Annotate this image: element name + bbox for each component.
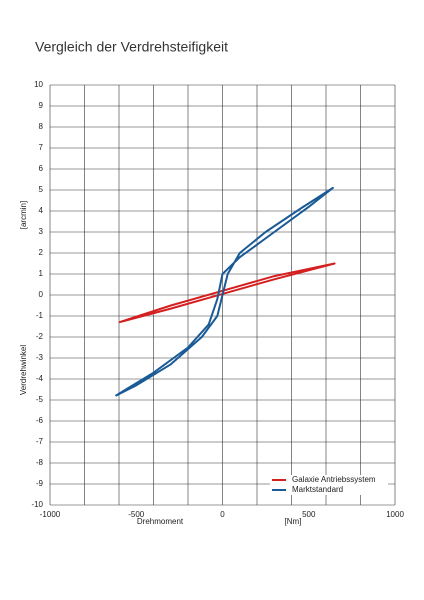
y-tick-label: 6 <box>39 164 44 173</box>
y-axis-unit: [arcmin] <box>19 201 28 229</box>
y-tick-label: -3 <box>36 353 44 362</box>
y-tick-label: 4 <box>39 206 44 215</box>
y-tick-label: 7 <box>39 143 44 152</box>
x-tick-label: 1000 <box>386 510 404 519</box>
y-tick-label: -5 <box>36 395 44 404</box>
legend-label: Marktstandard <box>292 485 343 494</box>
y-tick-label: 5 <box>39 185 44 194</box>
y-tick-label: -2 <box>36 332 44 341</box>
y-tick-label: -7 <box>36 437 44 446</box>
y-tick-label: 8 <box>39 122 44 131</box>
x-axis-label: Drehmoment <box>137 517 184 526</box>
y-tick-label: -4 <box>36 374 44 383</box>
legend-background <box>270 475 388 485</box>
y-tick-label: -6 <box>36 416 44 425</box>
y-tick-label: -1 <box>36 311 44 320</box>
y-tick-label: 3 <box>39 227 44 236</box>
x-tick-label: -1000 <box>40 510 61 519</box>
x-axis-unit: [Nm] <box>285 517 302 526</box>
y-tick-label: 10 <box>34 80 43 89</box>
x-tick-label: -500 <box>128 510 145 519</box>
y-tick-label: 9 <box>39 101 44 110</box>
series-line <box>114 186 334 397</box>
series-line <box>118 262 336 324</box>
y-tick-label: -9 <box>36 479 44 488</box>
chart-title: Vergleich der Verdrehsteifigkeit <box>35 39 228 55</box>
x-tick-label: 500 <box>302 510 316 519</box>
y-tick-label: 2 <box>39 248 44 257</box>
y-tick-label: -10 <box>31 500 43 509</box>
y-axis-label: Verdrehwinkel <box>19 345 28 395</box>
y-tick-label: 1 <box>39 269 44 278</box>
x-tick-label: 0 <box>220 510 225 519</box>
y-tick-label: 0 <box>39 290 44 299</box>
legend-label: Galaxie Antriebssystem <box>292 475 376 484</box>
y-tick-label: -8 <box>36 458 44 467</box>
legend-background <box>270 485 388 495</box>
